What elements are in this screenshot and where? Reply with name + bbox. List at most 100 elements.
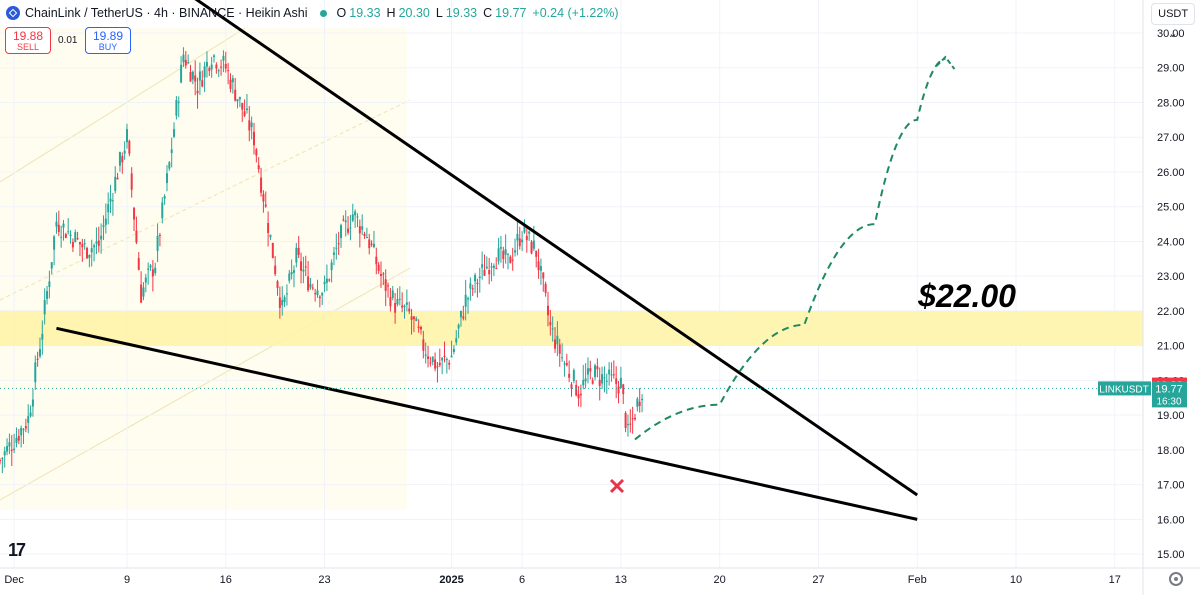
candle-body xyxy=(594,365,597,378)
y-tick-label: 21.00 xyxy=(1157,341,1185,353)
candle-body xyxy=(267,223,270,233)
candle-body xyxy=(196,90,199,94)
candle-body xyxy=(217,70,220,72)
candle-body xyxy=(276,281,279,288)
candle-body xyxy=(408,308,411,312)
candle-body xyxy=(478,276,481,279)
candle-body xyxy=(335,247,338,249)
close-value: 19.77 xyxy=(495,6,527,20)
candle-body xyxy=(340,225,343,238)
x-tick-label: Feb xyxy=(908,574,927,586)
candle-body xyxy=(71,242,74,248)
candle-body xyxy=(502,250,505,260)
candle-body xyxy=(361,226,364,230)
candle-body xyxy=(38,349,41,357)
candle-body xyxy=(605,380,608,382)
candle-body xyxy=(631,418,634,420)
candle-body xyxy=(234,89,237,101)
candle-body xyxy=(586,368,589,375)
candle-body xyxy=(250,122,253,128)
candle-body xyxy=(525,235,528,240)
candle-body xyxy=(245,108,248,111)
candle-body xyxy=(116,177,119,180)
currency-selector[interactable]: USDT ⌄ xyxy=(1151,3,1195,40)
channel-line xyxy=(0,267,411,501)
y-tick-label: 22.00 xyxy=(1157,306,1185,318)
candle-body xyxy=(596,366,599,370)
candle-body xyxy=(290,271,293,275)
candle-body xyxy=(15,437,18,443)
candle-body xyxy=(537,261,540,271)
candle-body xyxy=(434,359,437,369)
candle-body xyxy=(523,225,526,233)
candle-body xyxy=(622,384,625,395)
candle-body xyxy=(156,235,159,251)
x-tick-label: 20 xyxy=(714,574,726,586)
candle-body xyxy=(565,362,568,366)
candle-body xyxy=(187,62,190,64)
tradingview-logo-icon[interactable]: 17 xyxy=(8,540,26,560)
buy-button[interactable]: 19.89 BUY xyxy=(85,27,131,54)
candle-body xyxy=(27,416,30,423)
candle-body xyxy=(236,99,239,102)
candle-body xyxy=(363,233,366,237)
candle-body xyxy=(488,269,491,275)
candle-body xyxy=(570,384,573,389)
open-value: 19.33 xyxy=(349,6,381,20)
countdown-text: 16:30 xyxy=(1156,396,1181,407)
candle-body xyxy=(452,348,455,353)
candle-body xyxy=(121,156,124,163)
buy-price: 19.89 xyxy=(92,29,124,43)
candle-body xyxy=(384,279,387,291)
candle-body xyxy=(455,338,458,343)
candle-body xyxy=(297,248,300,255)
candle-body xyxy=(358,226,361,234)
trendlines xyxy=(0,0,1143,521)
candle-body xyxy=(62,223,65,228)
candle-body xyxy=(274,265,277,275)
symbol-title[interactable]: ChainLink / TetherUS · 4h · BINANCE · He… xyxy=(25,6,308,20)
candle-body xyxy=(76,238,79,240)
buy-label: BUY xyxy=(98,42,118,52)
candle-body xyxy=(203,66,206,78)
gear-icon[interactable] xyxy=(1169,572,1183,586)
high-value: 20.30 xyxy=(398,6,430,20)
candle-body xyxy=(149,265,152,268)
candle-body xyxy=(634,417,636,420)
candle-body xyxy=(34,362,37,383)
candle-body xyxy=(170,149,173,153)
candle-body xyxy=(142,287,145,297)
x-tick-label: 16 xyxy=(220,574,232,586)
candle-body xyxy=(20,427,23,436)
candle-body xyxy=(309,283,312,288)
last-price-text: 19.77 xyxy=(1155,383,1183,395)
candle-body xyxy=(410,316,413,320)
x-tick-label: 9 xyxy=(124,574,130,586)
candle-body xyxy=(295,247,298,263)
low-value: 19.33 xyxy=(445,6,478,20)
chainlink-logo-icon xyxy=(6,6,20,20)
candle-body xyxy=(471,288,474,290)
sell-button[interactable]: 19.88 SELL xyxy=(5,27,51,54)
candle-body xyxy=(448,362,451,365)
candle-body xyxy=(262,193,265,202)
candle-body xyxy=(168,162,171,169)
candle-body xyxy=(135,230,138,243)
candle-body xyxy=(387,285,390,287)
candle-body xyxy=(544,283,547,293)
x-tick-label: 17 xyxy=(1109,574,1121,586)
candle-body xyxy=(128,140,131,154)
symbol-badge xyxy=(1098,381,1151,396)
y-tick-label: 29.00 xyxy=(1157,63,1185,75)
candle-body xyxy=(311,287,314,289)
sell-label: SELL xyxy=(16,42,40,52)
candle-body xyxy=(55,221,58,227)
candle-body xyxy=(6,446,9,452)
candle-body xyxy=(337,243,340,245)
target-price-label: $22.00 xyxy=(917,278,1016,314)
candle-body xyxy=(264,204,267,207)
candle-body xyxy=(514,250,517,253)
y-tick-label: 27.00 xyxy=(1157,132,1185,144)
